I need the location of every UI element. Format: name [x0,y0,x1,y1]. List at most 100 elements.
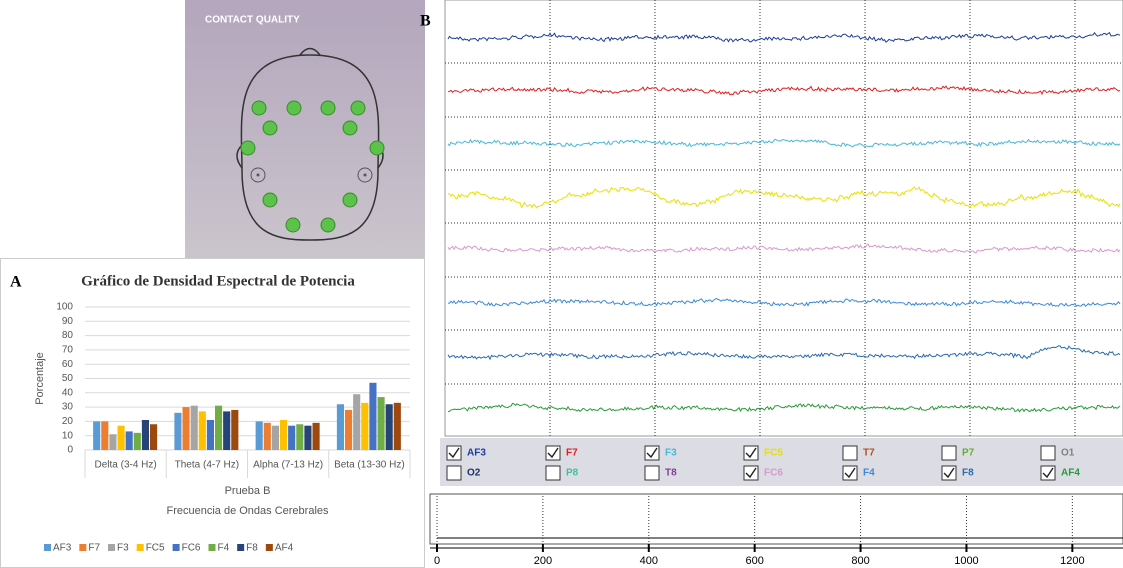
bar [190,405,198,450]
y-tick-label: 60 [62,359,74,370]
channel-name: F3 [665,448,677,459]
bar [296,424,304,450]
legend-label: AF4 [275,543,294,554]
reference-dot [363,173,367,177]
bar [345,409,353,450]
bar [101,421,109,450]
eeg-trace [447,31,1121,43]
checkbox[interactable] [545,465,561,481]
panel-label: A [10,274,22,291]
channel-name: F8 [962,468,974,479]
checkmark [844,467,856,479]
bar [174,412,182,450]
legend-label: FC5 [146,543,165,554]
reference [250,167,266,183]
bar [312,422,320,450]
bar [133,432,141,450]
x-tick-label: Alpha (7-13 Hz) [253,460,323,471]
channel-name: F7 [566,448,578,459]
sensor [320,100,336,116]
eeg-trace [447,243,1121,254]
bar [117,425,125,450]
bar [215,405,223,450]
bar [361,402,369,450]
contact-panel [185,0,425,262]
x-tick-label: 0 [434,555,440,567]
sensor [342,120,358,136]
x-tick-label: Delta (3-4 Hz) [95,460,157,471]
sensor [285,217,301,233]
channel-name: FC6 [764,468,783,479]
bar [263,422,271,450]
checkmark [745,467,757,479]
y-tick-label: 80 [62,330,74,341]
eeg-trace [447,85,1121,96]
bar [393,402,401,450]
legend-swatch [208,544,216,551]
channel-name: O1 [1061,448,1075,459]
y-tick-label: 0 [67,445,73,456]
checkmark [1042,467,1054,479]
eeg-traces [445,0,1123,436]
legend-label: F3 [117,543,129,554]
legend-label: AF3 [53,543,72,554]
eeg-trace [447,345,1121,361]
legend-label: F8 [246,543,258,554]
eeg-area [444,0,1123,437]
bar [271,425,279,450]
timeline-box [429,493,1123,545]
sensor [262,120,278,136]
bar [198,411,206,450]
x-tick-label: Theta (4-7 Hz) [175,460,239,471]
bar [141,419,149,450]
checkbox[interactable] [842,445,858,461]
checkbox[interactable] [446,465,462,481]
x-tick-label: 800 [851,555,869,567]
bar [369,382,377,450]
y-tick-label: 100 [56,302,73,313]
bar [288,425,296,450]
channel-name: AF3 [467,448,486,459]
checkbox[interactable] [1040,445,1056,461]
checkmark [448,447,460,459]
checkbox[interactable] [941,445,957,461]
channel-name: AF4 [1061,468,1080,479]
checkbox[interactable] [644,465,660,481]
eeg-trace [447,138,1121,148]
legend-swatch [265,544,273,551]
x-tick-label: 1000 [954,555,978,567]
reference [357,167,373,183]
x-axis-label: Frecuencia de Ondas Cerebrales [166,505,329,517]
sensor [320,217,336,233]
panel-label: B [420,13,431,30]
channel-name: P8 [566,468,579,479]
y-tick-label: 20 [62,416,74,427]
y-tick-label: 90 [62,316,74,327]
checkmark [547,447,559,459]
chart: 0 10 20 30 40 50 60 70 80 90 100 Porcentaje Delta (3… [34,302,411,554]
bar [125,431,133,450]
contact-title: CONTACT QUALITY [205,15,300,26]
y-tick-label: 40 [62,387,74,398]
legend-label: FC6 [182,543,201,554]
sensor [240,140,256,156]
bar [93,421,101,450]
bar [353,394,361,450]
bar [206,419,214,450]
legend-swatch [136,544,144,551]
y-axis-label: Porcentaje [34,352,46,405]
eeg-trace [447,402,1121,413]
checkmark [745,447,757,459]
x-tick-label: 400 [640,555,658,567]
sensors [240,100,385,233]
legend-swatch [79,544,87,551]
channel-strip [440,438,1123,486]
channel-name: T7 [863,448,875,459]
sensor [286,100,302,116]
channel-name: FC5 [764,448,783,459]
x-group-label: Prueba B [225,485,271,497]
legend-label: F7 [88,543,100,554]
legend-swatch [44,544,51,551]
timeline: 0 200 400 600 800 1000 1200 [430,496,1123,567]
